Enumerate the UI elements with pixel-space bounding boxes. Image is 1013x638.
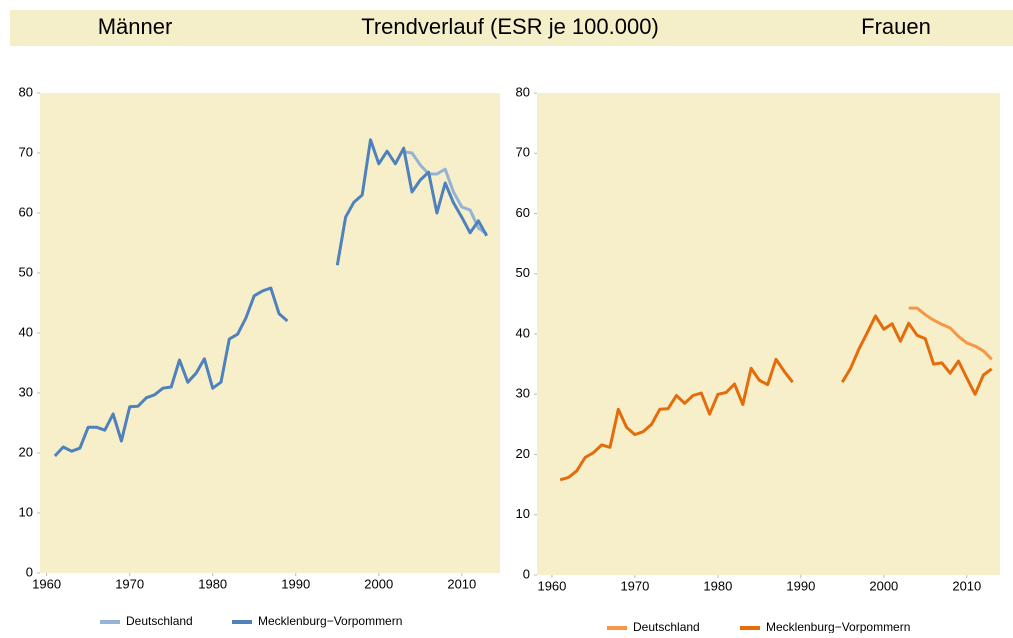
- x-tick-label: 1970: [620, 578, 649, 593]
- header-band: [10, 10, 1013, 46]
- legend-label: Mecklenburg−Vorpommern: [766, 620, 910, 633]
- y-tick-label: 10: [516, 506, 530, 521]
- series-line: [403, 150, 488, 236]
- x-tick-label: 1990: [281, 576, 310, 591]
- x-tick-label: 1980: [703, 578, 732, 593]
- legend-label: Deutschland: [633, 620, 700, 633]
- legend-label: Deutschland: [126, 614, 193, 628]
- x-tick-label: 1980: [198, 576, 227, 591]
- y-tick-label: 10: [19, 504, 33, 519]
- y-tick-label: 30: [516, 386, 530, 401]
- legend-label: Mecklenburg−Vorpommern: [258, 614, 402, 628]
- series-line: [559, 314, 993, 482]
- x-tick-label: 1960: [32, 576, 61, 591]
- x-tick-label: 2000: [869, 578, 898, 593]
- y-tick-label: 60: [19, 204, 33, 219]
- y-tick-label: 50: [516, 265, 530, 280]
- header-right: Frauen: [861, 14, 931, 39]
- y-tick-label: 30: [19, 384, 33, 399]
- y-tick-label: 0: [523, 566, 530, 581]
- x-tick-label: 2000: [364, 576, 393, 591]
- y-tick-label: 60: [516, 205, 530, 220]
- x-tick-label: 2010: [952, 578, 981, 593]
- y-tick-label: 80: [19, 84, 33, 99]
- y-tick-label: 40: [19, 324, 33, 339]
- x-tick-label: 2010: [447, 576, 476, 591]
- series-line: [908, 306, 993, 361]
- x-tick-label: 1970: [115, 576, 144, 591]
- y-tick-label: 50: [19, 264, 33, 279]
- y-tick-label: 70: [19, 144, 33, 159]
- plot-area: [537, 93, 1000, 575]
- y-tick-label: 20: [516, 446, 530, 461]
- y-tick-label: 0: [26, 564, 33, 579]
- header-left: Männer: [98, 14, 173, 39]
- y-tick-label: 80: [516, 84, 530, 99]
- x-tick-label: 1960: [537, 578, 566, 593]
- plot-area: [40, 93, 500, 573]
- y-tick-label: 40: [516, 325, 530, 340]
- series-line: [53, 138, 489, 458]
- y-tick-label: 20: [19, 444, 33, 459]
- y-tick-label: 70: [516, 145, 530, 160]
- x-tick-label: 1990: [786, 578, 815, 593]
- header-title: Trendverlauf (ESR je 100.000): [361, 14, 659, 39]
